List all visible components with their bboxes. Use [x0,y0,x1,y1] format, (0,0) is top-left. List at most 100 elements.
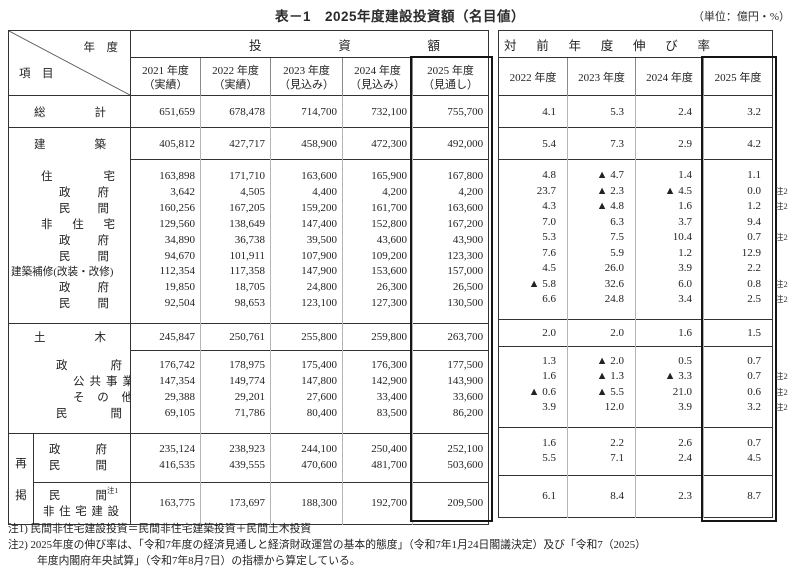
note2-mark: 注2 [775,232,788,243]
corner-year-label: 年 度 [83,42,119,54]
spacer-cell [411,432,489,441]
spacer-cell [635,426,704,435]
amount-cell: 107,900 [270,247,343,264]
rate-cell: 2.0 [567,318,636,346]
spacer-cell [567,415,636,427]
spacer-cell [130,159,201,168]
rate-cell: 9.4 [702,214,773,230]
amount-cell: 18,705 [200,279,271,295]
spacer-cell [342,311,413,323]
amount-cell: 714,700 [270,95,343,128]
row-label: 住宅 [41,170,115,183]
spacer-cell [342,349,413,357]
rate-cell: 23.7 [536,184,556,197]
rate-cell: 2.6 [635,435,704,451]
amount-cell: 163,898 [130,167,201,184]
rate-cell: 7.0 [542,215,556,228]
rate-cell: 1.6 [635,198,704,214]
rate-cell: 2.9 [635,127,704,160]
spacer-cell [567,466,636,475]
amount-cell: 178,975 [200,357,271,373]
amount-cell: 250,400 [342,441,413,457]
footnote-2-line1: 注2) 2025年度の伸び率は、「令和7年度の経済見通しと経済財政運営の基本的態… [8,539,646,551]
amount-cell: 165,900 [342,167,413,184]
amount-cell: 192,700 [342,481,413,525]
spacer-cell [702,307,773,319]
rate-cell: 1.6 [542,436,556,449]
rate-cell: 0.7 [702,229,773,245]
spacer-cell [635,307,704,319]
amount-cell: 235,124 [130,441,201,457]
rate-cell: ▲ 4.8 [567,198,636,214]
amount-cell: 86,200 [411,405,489,421]
column-status: （見通し） [423,78,479,91]
amount-cell: 163,600 [270,167,343,184]
rate-cell: 0.6 [702,384,773,400]
rate-cell: 21.0 [635,384,704,400]
amount-cell: 26,500 [411,279,489,295]
amount-cell: 27,600 [270,389,343,405]
spacer-cell [130,473,201,482]
rate-cell: 5.3 [567,95,636,128]
amount-cell: 263,700 [411,322,489,350]
spacer-cell [411,311,489,323]
amount-cell: 503,600 [411,457,489,473]
spacer-cell [9,160,131,168]
rate-column-header: 2023 年度 [567,57,636,96]
amount-cell: 101,911 [200,247,271,264]
rate-cell: 4.5 [702,450,773,466]
amount-cell: 109,200 [342,247,413,264]
amount-cell: 129,560 [130,215,201,232]
rate-cell: 2.2 [567,435,636,451]
spacer-cell [200,421,271,433]
amount-cell: 405,812 [130,127,201,160]
rate-cell: 1.5 [702,318,773,346]
rate-column-header: 2025 年度 [702,57,773,96]
rate-cell: 3.2 [702,399,773,415]
spacer-cell [411,159,489,168]
amount-cell: 39,500 [270,231,343,248]
note2-mark: 注2 [775,294,788,305]
note2-mark: 注2 [775,278,788,289]
rate-cell: 10.4 [635,229,704,245]
amount-cell: 167,800 [411,167,489,184]
amount-cell: 238,923 [200,441,271,457]
spacer-cell [567,159,636,168]
rate-group-header: 対前年度伸び率 [504,38,711,53]
rate-cell: 4.5 [542,262,556,275]
spacer-cell [200,473,271,482]
regroup-label-cell: 再掲 [8,432,34,525]
amount-column-header: 2025 年度 （見通し） [411,57,489,96]
rate-cell: ▲ 5.8 [528,277,556,290]
note2-mark: 注2 [775,386,788,397]
spacer-cell [130,421,201,433]
spacer-cell [499,466,568,475]
amount-cell: 439,555 [200,457,271,473]
amount-cell: 176,300 [342,357,413,373]
row-label: 政府 [59,234,109,247]
amount-cell: 177,500 [411,357,489,373]
note2-mark: 注2 [775,201,788,212]
amount-cell: 80,400 [270,405,343,421]
amount-cell: 163,775 [130,481,201,525]
spacer-cell [9,311,131,323]
amount-cell: 427,717 [200,127,271,160]
spacer-cell [702,345,773,353]
footnotes: 注1) 民間非住宅建設投資＝民間非住宅建築投資＋民間土木投資 注2) 2025年… [8,521,794,569]
row-label: 民間 [49,460,107,472]
rate-cell: 3.9 [635,399,704,415]
amount-cell: 130,500 [411,295,489,311]
spacer-cell [702,466,773,475]
rate-cell: 0.8 [702,276,773,292]
rate-cell: ▲ 4.5 [635,183,704,199]
amount-cell: 4,200 [342,183,413,200]
footnote-1: 注1) 民間非住宅建設投資＝民間非住宅建築投資＋民間土木投資 [8,523,312,535]
rate-cell: 12.9 [702,245,773,261]
footnote-2-line2: 年度内閣府年央試算」（令和7年8月7日）の指標から算定している。 [37,555,361,567]
rate-cell: 6.1 [498,474,568,518]
spacer-cell [342,159,413,168]
note2-mark: 注2 [775,371,788,382]
spacer-cell [9,350,131,357]
amount-cell: 33,400 [342,389,413,405]
